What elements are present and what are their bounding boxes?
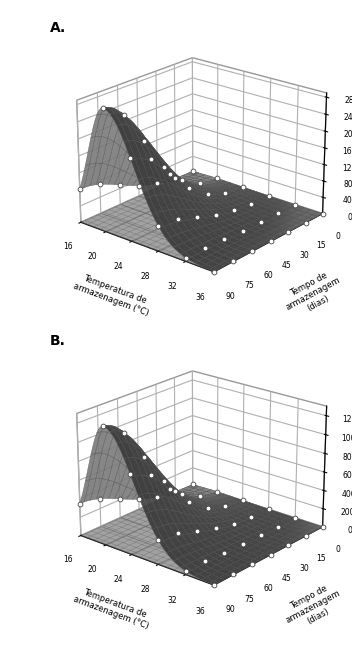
- X-axis label: Temperatura de
armazenagem (°C): Temperatura de armazenagem (°C): [73, 272, 154, 318]
- Y-axis label: Tempo de
armazenagem
(dias): Tempo de armazenagem (dias): [280, 266, 347, 321]
- Y-axis label: Tempo de
armazenagem
(dias): Tempo de armazenagem (dias): [280, 580, 347, 634]
- X-axis label: Temperatura de
armazenagem (°C): Temperatura de armazenagem (°C): [73, 585, 154, 631]
- Text: B.: B.: [50, 334, 66, 348]
- Text: A.: A.: [50, 21, 66, 35]
